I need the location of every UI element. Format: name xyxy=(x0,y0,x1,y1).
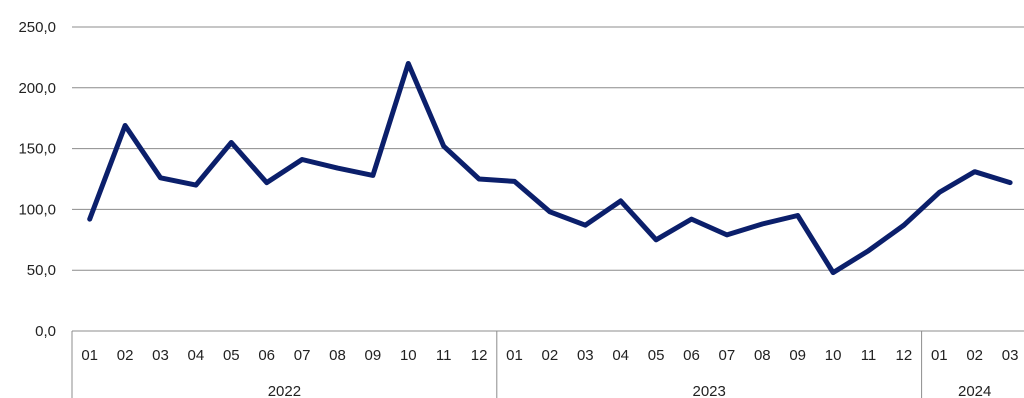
x-tick-label: 05 xyxy=(648,347,665,364)
x-tick-label: 01 xyxy=(931,347,948,364)
data-point xyxy=(406,61,411,66)
data-point xyxy=(937,190,942,195)
x-year-label: 2022 xyxy=(268,383,301,398)
data-point xyxy=(229,140,234,145)
series-line xyxy=(87,61,1013,276)
x-tick-label: 12 xyxy=(896,347,913,364)
data-point xyxy=(689,216,694,222)
x-tick-label: 09 xyxy=(365,347,382,364)
data-point xyxy=(122,123,128,128)
x-tick-label: 08 xyxy=(329,347,346,364)
data-point xyxy=(264,180,269,185)
data-point xyxy=(901,223,907,228)
x-tick-label: 04 xyxy=(612,347,629,364)
y-tick-label: 0,0 xyxy=(35,323,56,340)
data-point xyxy=(370,173,376,178)
x-tick-label: 06 xyxy=(683,347,700,364)
x-year-label: 2023 xyxy=(693,383,726,398)
y-tick-label: 50,0 xyxy=(27,262,56,279)
x-tick-label: 05 xyxy=(223,347,240,364)
x-tick-label: 02 xyxy=(542,347,559,364)
gridlines xyxy=(72,26,1024,332)
data-point xyxy=(972,169,977,174)
x-tick-label: 03 xyxy=(1002,347,1019,364)
y-tick-label: 250,0 xyxy=(18,19,56,36)
x-tick-label: 11 xyxy=(436,347,452,364)
x-tick-label: 11 xyxy=(861,347,877,364)
x-tick-label: 07 xyxy=(294,347,311,364)
series-line-layer xyxy=(87,61,1013,276)
data-point xyxy=(830,270,836,275)
x-tick-label: 02 xyxy=(117,347,134,364)
data-point xyxy=(618,198,623,204)
data-point xyxy=(476,176,482,182)
data-point xyxy=(583,223,588,228)
x-tick-label: 12 xyxy=(471,347,488,364)
x-axis: 01 02 03 04 05 06 07 08 09 10 11 12 01 02 03 04 05 06 07 08… xyxy=(71,331,1019,398)
data-point xyxy=(760,221,765,227)
data-point xyxy=(158,175,163,180)
data-point xyxy=(512,179,517,184)
data-point xyxy=(866,248,871,253)
x-year-label: 2024 xyxy=(958,383,991,398)
y-tick-label: 100,0 xyxy=(18,201,56,218)
data-point xyxy=(795,213,800,218)
data-point xyxy=(87,216,92,222)
x-tick-label: 10 xyxy=(400,347,417,364)
data-point xyxy=(299,157,305,162)
x-tick-label: 10 xyxy=(825,347,842,364)
x-tick-label: 02 xyxy=(966,347,983,364)
data-point xyxy=(441,143,446,149)
x-tick-label: 07 xyxy=(719,347,736,364)
data-point xyxy=(724,232,730,238)
data-point xyxy=(193,182,199,188)
data-point xyxy=(335,165,340,171)
x-tick-label: 06 xyxy=(258,347,275,364)
y-tick-label: 200,0 xyxy=(18,80,56,97)
x-tick-label: 04 xyxy=(188,347,205,364)
x-tick-label: 01 xyxy=(506,347,523,364)
data-point xyxy=(1007,180,1013,185)
x-tick-label: 03 xyxy=(152,347,169,364)
data-point xyxy=(547,209,553,215)
y-axis-tick-labels: 0,0 50,0 100,0 150,0 200,0 250,0 xyxy=(18,19,56,340)
x-tick-label: 01 xyxy=(81,347,98,364)
x-tick-label: 03 xyxy=(577,347,594,364)
x-tick-label: 08 xyxy=(754,347,771,364)
x-tick-label: 09 xyxy=(789,347,806,364)
y-tick-label: 150,0 xyxy=(18,141,56,158)
data-point xyxy=(653,237,659,242)
